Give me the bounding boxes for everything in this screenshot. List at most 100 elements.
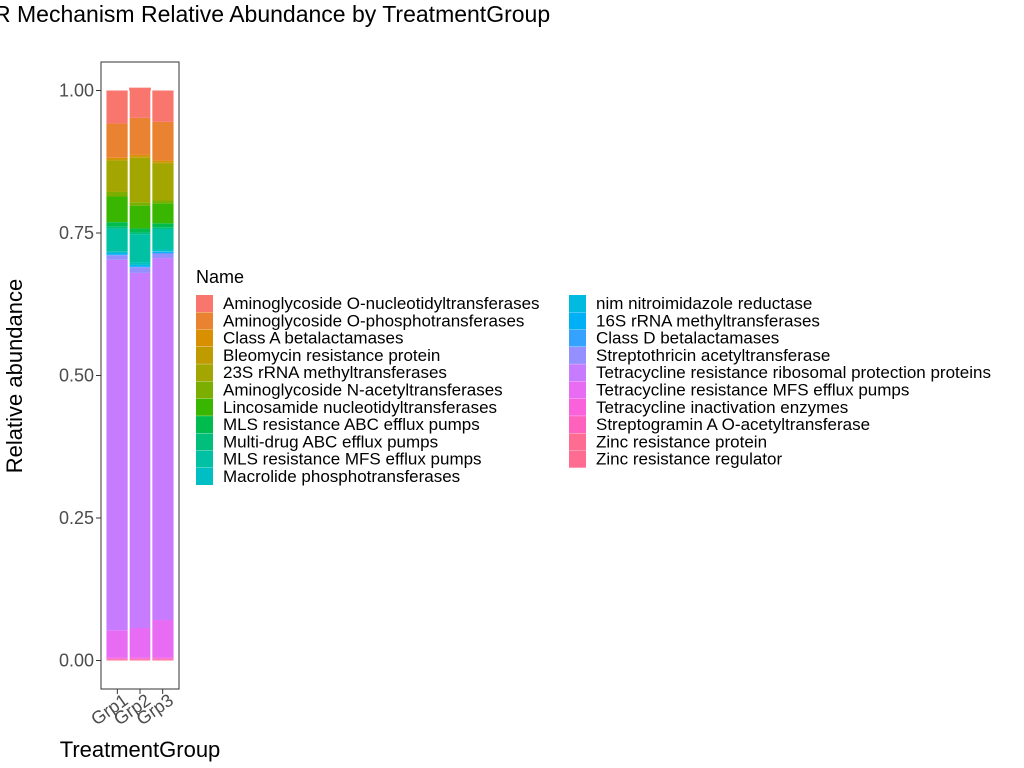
bar-segment (106, 123, 129, 158)
bar-segment (151, 203, 174, 224)
bar-segment (106, 157, 129, 160)
bar-segment (129, 265, 151, 267)
bar-segment (106, 228, 129, 252)
bar-segment (106, 658, 129, 660)
bar-segment (106, 252, 129, 254)
y-tick-label: 1.00 (59, 81, 94, 101)
legend-swatch (569, 433, 586, 451)
legend-swatch (569, 450, 586, 468)
bars-group (106, 87, 174, 661)
bar-segment (129, 117, 151, 155)
bar-segment (129, 228, 151, 233)
bar-segment (151, 659, 174, 661)
bar-segment (129, 657, 151, 659)
bar-segment (129, 659, 151, 660)
legend-label: Streptogramin A O-acetyltransferase (596, 415, 870, 434)
bar-segment (151, 620, 174, 658)
legend-label: Aminoglycoside O-phosphotransferases (223, 311, 524, 330)
legend-swatch (569, 329, 586, 347)
bar-segment (151, 251, 174, 253)
legend-title: Name (196, 267, 244, 287)
bar-segment (129, 202, 151, 206)
bar-segment (151, 659, 174, 660)
legend-swatch (196, 346, 213, 364)
bar-segment (151, 251, 174, 252)
x-axis-title: TreatmentGroup (60, 737, 221, 762)
bar-segment (106, 253, 129, 255)
bar-segment (129, 262, 151, 265)
bar-segment (151, 163, 174, 201)
bar-segment (106, 191, 129, 197)
legend-swatch (196, 329, 213, 347)
legend-label: Aminoglycoside N-acetyltransferases (223, 381, 503, 400)
y-tick-label: 0.00 (59, 651, 94, 671)
bar-segment (151, 160, 174, 163)
bar-segment (106, 254, 129, 256)
legend-swatch (196, 364, 213, 382)
bar-segment (151, 657, 174, 659)
bar-segment (129, 156, 151, 158)
bar-segment (106, 259, 129, 631)
legend-swatch (569, 312, 586, 330)
bar-gap (127, 90, 130, 661)
bar-segment (151, 227, 174, 230)
legend-label: Zinc resistance protein (596, 432, 767, 451)
bar-segment (151, 223, 174, 228)
bar-segment (106, 222, 129, 227)
bar-segment (106, 255, 129, 260)
bar-segment (106, 159, 129, 161)
legend-label: Streptothricin acetyltransferase (596, 346, 830, 365)
bar-segment (151, 121, 174, 161)
bar-segment (106, 196, 129, 223)
legend-label: Multi-drug ABC efflux pumps (223, 432, 438, 451)
bar-segment (129, 264, 151, 266)
bar-segment (151, 258, 174, 621)
bar-segment (106, 226, 129, 229)
bar-segment (106, 90, 129, 124)
y-axis-title: Relative abundance (2, 279, 27, 473)
bar-segment (129, 272, 151, 629)
chart-title: R Mechanism Relative Abundance by Treatm… (0, 1, 550, 27)
legend-swatch (569, 398, 586, 416)
legend-label: Bleomycin resistance protein (223, 346, 440, 365)
legend-swatch (196, 295, 213, 312)
bar-segment (129, 267, 151, 273)
legend-swatch (196, 381, 213, 399)
bar-segment (106, 659, 129, 660)
bar-segment (129, 87, 151, 118)
bar-gap (150, 90, 153, 661)
y-axis: 0.00 0.25 0.50 0.75 1.00 (59, 81, 101, 671)
bar-segment (129, 234, 151, 263)
legend-swatch (569, 346, 586, 364)
bar-segment (129, 157, 151, 203)
legend-swatch (569, 295, 586, 312)
bar-segment (129, 154, 151, 157)
legend-label: 16S rRNA methyltransferases (596, 311, 820, 330)
legend-label: nim nitroimidazole reductase (596, 294, 812, 313)
legend-label: Tetracycline inactivation enzymes (596, 398, 848, 417)
legend-swatch (196, 450, 213, 468)
legend-label: Lincosamide nucleotidyltransferases (223, 398, 497, 417)
legend-swatch (196, 416, 213, 434)
y-tick-label: 0.75 (59, 223, 94, 243)
bar-segment (106, 160, 129, 192)
legend-label: Macrolide phosphotransferases (223, 467, 460, 486)
bar-segment (151, 200, 174, 204)
legend-swatch (196, 433, 213, 451)
bar-segment (106, 630, 129, 658)
bar-segment (151, 658, 174, 660)
legend-label: Tetracycline resistance MFS efflux pumps (596, 381, 909, 400)
legend-label: Class D betalactamases (596, 329, 779, 348)
legend-label: Class A betalactamases (223, 329, 403, 348)
legend-label: MLS resistance MFS efflux pumps (223, 450, 482, 469)
legend-swatch (569, 416, 586, 434)
y-tick-label: 0.25 (59, 508, 94, 528)
legend-swatch (196, 398, 213, 416)
bar-segment (151, 162, 174, 164)
bar-segment (129, 628, 151, 658)
legend-swatch (569, 381, 586, 399)
legend-swatch (196, 468, 213, 485)
bar-segment (151, 249, 174, 252)
